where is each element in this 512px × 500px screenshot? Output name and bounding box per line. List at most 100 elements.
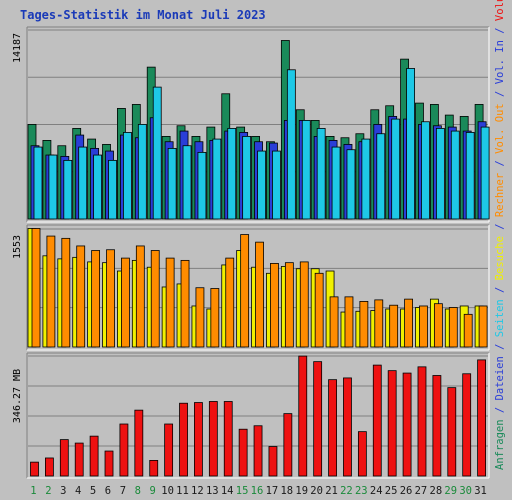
bar-rechner-day-23 bbox=[359, 301, 369, 348]
bar-rechner-day-26 bbox=[404, 298, 413, 348]
bar-volumen-day-11 bbox=[179, 402, 188, 477]
bar-seiten-day-24 bbox=[376, 133, 386, 220]
x-tick-label-day-10: 10 bbox=[161, 485, 174, 497]
bar-volumen-day-4 bbox=[74, 442, 84, 477]
legend-entry: / bbox=[494, 21, 506, 40]
bar-volumen-day-3 bbox=[59, 439, 69, 477]
bar-rechner-day-3 bbox=[61, 237, 71, 348]
bar-volumen-day-6 bbox=[104, 450, 114, 477]
bar-seiten-day-8 bbox=[137, 124, 147, 220]
legend-entry: / bbox=[494, 217, 506, 236]
bar-seiten-day-29 bbox=[450, 130, 460, 220]
bar-rechner-day-20 bbox=[314, 272, 324, 348]
bar-volumen-day-24 bbox=[372, 364, 382, 477]
legend-entry: / bbox=[494, 280, 506, 299]
bar-rechner-day-7 bbox=[121, 257, 130, 348]
bar-rechner-day-17 bbox=[270, 263, 279, 348]
x-tick-label-day-28: 28 bbox=[430, 485, 443, 497]
bar-rechner-day-22 bbox=[344, 296, 354, 348]
legend-entry: Vol. Out bbox=[494, 103, 506, 154]
bar-rechner-day-21 bbox=[329, 296, 339, 348]
bar-volumen-day-23 bbox=[357, 431, 367, 477]
bar-seiten-day-21 bbox=[331, 146, 341, 220]
legend-entry: Besuche bbox=[494, 236, 506, 280]
right-axis-legend: Anfragen / Dateien / Seiten / Besuche / … bbox=[494, 0, 506, 470]
bar-volumen-day-28 bbox=[432, 375, 442, 477]
x-tick-label-day-31: 31 bbox=[474, 485, 487, 497]
bar-seiten-day-16 bbox=[257, 150, 266, 220]
bar-volumen-day-1 bbox=[30, 461, 39, 477]
x-tick-label-day-26: 26 bbox=[400, 485, 413, 497]
x-tick-label-day-4: 4 bbox=[75, 485, 81, 497]
bar-rechner-day-4 bbox=[76, 245, 86, 348]
x-tick-label-day-14: 14 bbox=[221, 485, 234, 497]
x-tick-label-day-22: 22 bbox=[340, 485, 353, 497]
bar-rechner-day-18 bbox=[284, 262, 294, 348]
bar-volumen-day-21 bbox=[328, 379, 337, 477]
x-tick-label-day-25: 25 bbox=[385, 485, 398, 497]
bar-rechner-day-11 bbox=[180, 259, 190, 348]
bar-rechner-day-2 bbox=[46, 235, 56, 348]
bar-volumen-day-12 bbox=[194, 402, 203, 477]
x-tick-label-day-6: 6 bbox=[105, 485, 111, 497]
bar-volumen-day-16 bbox=[253, 425, 263, 477]
x-tick-label-day-17: 17 bbox=[266, 485, 279, 497]
bar-rechner-day-25 bbox=[389, 304, 399, 348]
bar-seiten-day-3 bbox=[63, 159, 73, 220]
bar-volumen-day-27 bbox=[417, 366, 427, 477]
bar-volumen-day-7 bbox=[119, 423, 129, 477]
x-tick-label-day-12: 12 bbox=[191, 485, 204, 497]
legend-entry: Volumen bbox=[494, 0, 506, 21]
bar-seiten-day-17 bbox=[272, 150, 281, 220]
bar-seiten-day-1 bbox=[33, 146, 43, 220]
legend-entry: Rechner bbox=[494, 173, 506, 217]
x-tick-label-day-18: 18 bbox=[280, 485, 293, 497]
bar-seiten-day-20 bbox=[316, 128, 326, 220]
bar-volumen-day-19 bbox=[298, 355, 308, 477]
bar-seiten-day-19 bbox=[301, 120, 311, 220]
bar-seiten-day-4 bbox=[78, 146, 88, 220]
bar-seiten-day-10 bbox=[167, 147, 177, 220]
x-tick-label-day-1: 1 bbox=[30, 485, 36, 497]
bar-seiten-day-22 bbox=[346, 149, 356, 220]
bar-rechner-day-13 bbox=[210, 288, 220, 348]
x-tick-label-day-8: 8 bbox=[135, 485, 141, 497]
x-tick-label-day-11: 11 bbox=[176, 485, 189, 497]
bar-rechner-day-10 bbox=[165, 257, 175, 348]
bar-seiten-day-23 bbox=[361, 138, 371, 220]
volume-panel: 346.27 MB bbox=[12, 352, 490, 479]
bar-seiten-day-28 bbox=[435, 128, 445, 220]
bar-seiten-day-15 bbox=[242, 136, 252, 220]
bar-rechner-day-12 bbox=[195, 287, 205, 348]
x-tick-label-day-2: 2 bbox=[45, 485, 51, 497]
x-tick-label-day-3: 3 bbox=[60, 485, 66, 497]
bar-seiten-day-26 bbox=[406, 68, 415, 220]
bar-seiten-day-13 bbox=[212, 138, 222, 220]
x-tick-label-day-19: 19 bbox=[295, 485, 308, 497]
bar-seiten-day-6 bbox=[108, 159, 117, 220]
legend-entry: / bbox=[494, 84, 506, 103]
bar-volumen-day-22 bbox=[343, 377, 352, 477]
bar-rechner-day-6 bbox=[106, 249, 115, 348]
bar-rechner-day-31 bbox=[478, 305, 488, 348]
bar-volumen-day-26 bbox=[402, 372, 412, 477]
x-tick-label-day-21: 21 bbox=[325, 485, 338, 497]
bar-seiten-day-9 bbox=[152, 86, 162, 220]
legend-entry: Dateien bbox=[494, 356, 506, 400]
bar-rechner-day-28 bbox=[433, 303, 443, 348]
bar-volumen-day-5 bbox=[89, 435, 99, 477]
x-tick-label-day-16: 16 bbox=[251, 485, 264, 497]
bar-volumen-day-30 bbox=[462, 373, 472, 477]
bar-rechner-day-16 bbox=[255, 241, 264, 348]
bar-volumen-day-18 bbox=[283, 413, 293, 477]
x-tick-label-day-9: 9 bbox=[150, 485, 156, 497]
bar-rechner-day-9 bbox=[150, 250, 160, 348]
bar-seiten-day-2 bbox=[48, 154, 58, 220]
x-tick-label-day-24: 24 bbox=[370, 485, 383, 497]
bar-seiten-day-18 bbox=[286, 69, 296, 220]
bar-seiten-day-27 bbox=[421, 121, 430, 220]
x-tick-label-day-23: 23 bbox=[355, 485, 368, 497]
bar-volumen-day-14 bbox=[223, 401, 233, 477]
bar-rechner-day-27 bbox=[419, 305, 428, 348]
